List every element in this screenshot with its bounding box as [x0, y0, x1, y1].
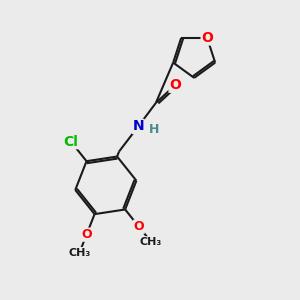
Text: CH₃: CH₃	[68, 248, 91, 257]
Text: N: N	[132, 119, 144, 134]
Text: Cl: Cl	[64, 135, 78, 148]
Text: O: O	[169, 78, 181, 92]
Text: CH₃: CH₃	[140, 237, 162, 247]
Text: O: O	[81, 228, 92, 241]
Text: O: O	[201, 31, 213, 45]
Text: H: H	[149, 123, 160, 136]
Text: O: O	[134, 220, 144, 233]
